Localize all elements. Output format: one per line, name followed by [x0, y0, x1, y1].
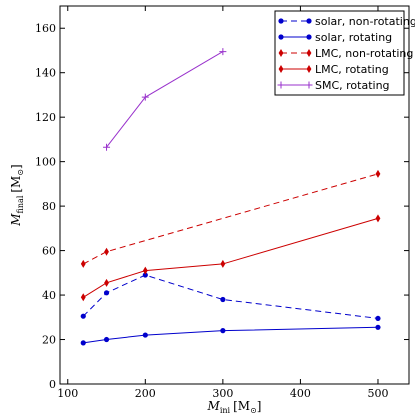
y-tick-label: 20 [42, 334, 56, 347]
data-point [305, 81, 313, 89]
data-point [142, 266, 148, 275]
x-axis-label-unit: [M [233, 399, 250, 413]
x-axis-label-main: M [207, 399, 221, 413]
data-point [220, 259, 226, 268]
data-point [141, 93, 149, 101]
y-axis-label: Mfinal [M⊙] [9, 164, 25, 226]
data-point [80, 293, 86, 302]
data-point [277, 81, 285, 89]
x-tick-label: 400 [290, 387, 311, 400]
data-point [375, 169, 381, 178]
plot-frame [59, 5, 410, 385]
data-point [278, 49, 284, 57]
x-axis-label: Mini [M⊙] [207, 399, 262, 415]
data-point [306, 65, 312, 73]
data-point [142, 272, 148, 278]
y-tick-label: 100 [35, 156, 56, 169]
series-layer [80, 48, 381, 346]
y-tick-label: 40 [42, 289, 56, 302]
data-point [104, 278, 109, 287]
series-line [83, 173, 379, 265]
data-point [278, 18, 284, 24]
data-point [306, 18, 312, 24]
data-point [375, 214, 381, 223]
data-point [142, 332, 148, 338]
x-tick-label: 100 [57, 387, 78, 400]
y-tick-label: 60 [42, 245, 56, 258]
x-tick-label: 300 [212, 387, 233, 400]
x-tick-label: 500 [367, 387, 388, 400]
y-tick-label: 80 [42, 200, 56, 213]
data-point [80, 340, 86, 346]
legend-label: solar, rotating [315, 31, 392, 44]
x-axis-label-unit-symbol: ⊙ [250, 406, 257, 415]
data-point [103, 143, 111, 151]
legend-label: LMC, rotating [315, 63, 389, 76]
legend: solar, non-rotating solar, rotating LMC, n… [274, 10, 415, 96]
data-point [375, 315, 381, 322]
data-point [278, 65, 284, 73]
data-point [306, 34, 312, 40]
series-group [80, 272, 381, 322]
legend-label: SMC, rotating [315, 79, 390, 92]
series-group [80, 214, 381, 302]
data-point [219, 48, 227, 56]
series-line [83, 326, 378, 344]
series-line [106, 51, 224, 148]
series-line [82, 274, 379, 319]
y-axis-label-unit: [M [9, 176, 23, 193]
data-point [220, 328, 226, 334]
data-point [306, 49, 312, 57]
y-axis-label-sub: final [16, 195, 25, 213]
data-point [220, 296, 226, 303]
x-axis-label-sub: ini [220, 406, 231, 415]
data-point [80, 259, 86, 268]
series-group [80, 324, 381, 346]
x-axis-label-unit-close: ] [257, 399, 262, 413]
data-point [80, 313, 86, 319]
y-axis-label-unit-symbol: ⊙ [16, 169, 25, 176]
data-point [103, 290, 110, 296]
series-group [103, 48, 227, 151]
y-axis-label-unit-close: ] [9, 164, 23, 169]
data-point [104, 247, 109, 256]
y-tick-label: 160 [35, 22, 56, 35]
y-axis-label-main: M [9, 213, 23, 227]
x-tick-label: 200 [135, 387, 156, 400]
y-tick-label: 140 [35, 67, 56, 80]
y-tick-label: 0 [49, 378, 56, 391]
y-tick-label: 120 [35, 111, 56, 124]
data-point [103, 336, 110, 343]
ticks-layer: 100 200 300 400 500 0 20 40 60 80 100 120 140 160 [35, 6, 409, 400]
legend-label: solar, non-rotating [315, 15, 415, 28]
series-group [80, 169, 381, 268]
data-point [278, 34, 284, 40]
data-point [375, 324, 381, 330]
series-line [83, 217, 379, 298]
legend-label: LMC, non-rotating [315, 47, 413, 60]
